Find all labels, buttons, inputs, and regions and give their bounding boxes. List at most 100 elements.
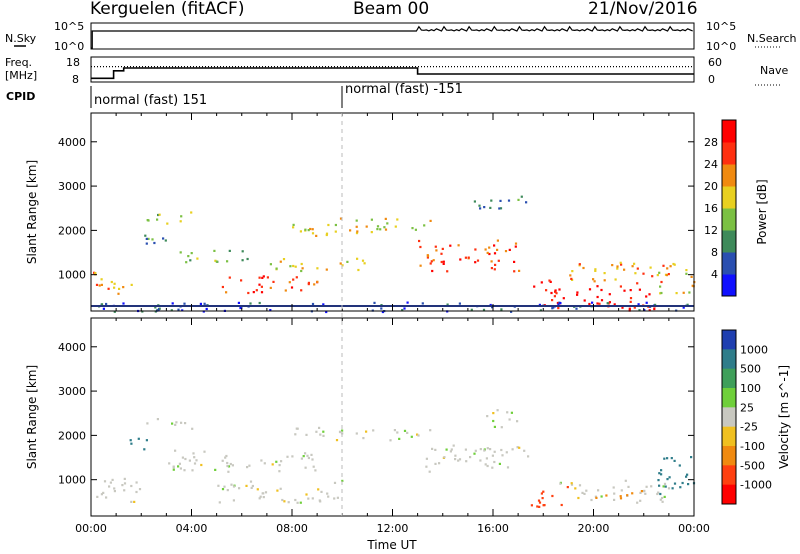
power-cell	[496, 248, 499, 251]
velocity-ylabel: Slant Range [km]	[25, 365, 39, 469]
velocity-cell	[542, 490, 545, 493]
power-cell	[247, 291, 250, 295]
power-cell	[260, 285, 263, 288]
velocity-cell	[485, 457, 488, 460]
velocity-cell	[493, 450, 496, 453]
power-cell	[545, 289, 548, 292]
power-cell	[373, 301, 376, 304]
velocity-cell	[663, 482, 667, 485]
power-cell	[93, 271, 96, 274]
power-cell	[538, 303, 541, 306]
velocity-cell	[322, 434, 325, 437]
velocity-cell	[123, 489, 126, 492]
power-cell	[682, 291, 685, 294]
power-cell	[355, 225, 358, 228]
velocity-colorbar-tick: 500	[740, 363, 761, 376]
power-cell	[237, 301, 240, 304]
power-cell	[645, 295, 648, 298]
power-cell	[225, 291, 228, 294]
power-cell	[638, 288, 641, 291]
power-cell	[190, 252, 193, 255]
power-cell	[432, 259, 435, 262]
velocity-cell	[473, 452, 476, 455]
velocity-colorbar-swatch	[722, 349, 736, 370]
nave-tick-bottom: 0	[708, 73, 715, 86]
velocity-colorbar-swatch	[722, 407, 736, 428]
power-cell	[467, 256, 470, 259]
velocity-cell	[178, 462, 181, 465]
power-cell	[386, 222, 389, 225]
velocity-cell	[315, 430, 318, 433]
power-colorbar-tick: 24	[704, 158, 718, 171]
power-cell	[179, 251, 182, 254]
power-cell	[203, 302, 206, 305]
power-cell	[675, 292, 678, 295]
velocity-cell	[658, 472, 661, 475]
power-cell	[246, 257, 249, 261]
velocity-cell	[278, 470, 281, 473]
power-cell	[146, 219, 149, 222]
power-cell	[339, 262, 342, 265]
power-cell	[419, 245, 422, 249]
power-cell	[226, 260, 229, 263]
power-cell	[102, 307, 105, 310]
station-title: Kerguelen (fitACF)	[90, 0, 244, 19]
velocity-cell	[113, 487, 116, 490]
power-cell	[98, 284, 101, 287]
power-cell	[569, 274, 572, 277]
y-tick-label: 1000	[58, 269, 86, 282]
velocity-cell	[639, 499, 642, 502]
power-cell	[514, 245, 517, 248]
power-cell	[493, 252, 497, 255]
velocity-cell	[311, 458, 314, 461]
y-tick-label: 3000	[58, 180, 86, 193]
power-cell	[603, 272, 606, 275]
power-cell	[596, 302, 599, 305]
velocity-cell	[172, 466, 175, 469]
power-cell	[576, 293, 579, 296]
power-cell	[261, 276, 264, 279]
power-cell	[370, 218, 373, 221]
power-cell	[313, 283, 316, 286]
power-cell	[685, 269, 688, 272]
velocity-colorbar-swatch	[722, 368, 736, 389]
power-cell	[686, 303, 689, 306]
power-cell	[440, 252, 443, 255]
power-colorbar-swatch	[722, 208, 736, 231]
power-cell	[380, 307, 383, 310]
velocity-cell	[500, 448, 503, 452]
velocity-cell	[191, 427, 194, 430]
power-cell	[307, 283, 310, 286]
power-cell	[540, 281, 543, 284]
nave-tick-top: 60	[708, 56, 722, 69]
velocity-cell	[181, 456, 184, 459]
power-cell	[489, 206, 492, 209]
power-cell	[473, 200, 476, 203]
velocity-cell	[657, 491, 660, 494]
power-cell	[376, 228, 379, 231]
velocity-cell	[291, 455, 294, 458]
velocity-cell	[594, 495, 597, 498]
power-cell	[441, 247, 444, 250]
power-cell	[309, 227, 312, 231]
velocity-cell	[493, 425, 496, 428]
power-cell	[685, 272, 688, 275]
velocity-cell	[452, 444, 455, 447]
velocity-cell	[191, 469, 194, 472]
velocity-cell	[258, 497, 261, 500]
power-colorbar-swatch	[722, 142, 736, 165]
power-cell	[275, 267, 278, 270]
velocity-cell	[640, 490, 643, 493]
power-cell	[662, 264, 665, 267]
velocity-cell	[245, 484, 248, 487]
velocity-y-ticks: 1000 2000 3000 4000	[58, 341, 694, 487]
power-cell	[588, 302, 591, 306]
power-cell	[94, 272, 97, 275]
power-cell	[591, 301, 594, 304]
velocity-cell	[660, 469, 663, 472]
power-cell	[269, 286, 272, 289]
velocity-cell	[263, 462, 266, 465]
power-cell	[292, 223, 295, 226]
velocity-cell	[578, 484, 582, 487]
power-frame	[90, 112, 695, 312]
